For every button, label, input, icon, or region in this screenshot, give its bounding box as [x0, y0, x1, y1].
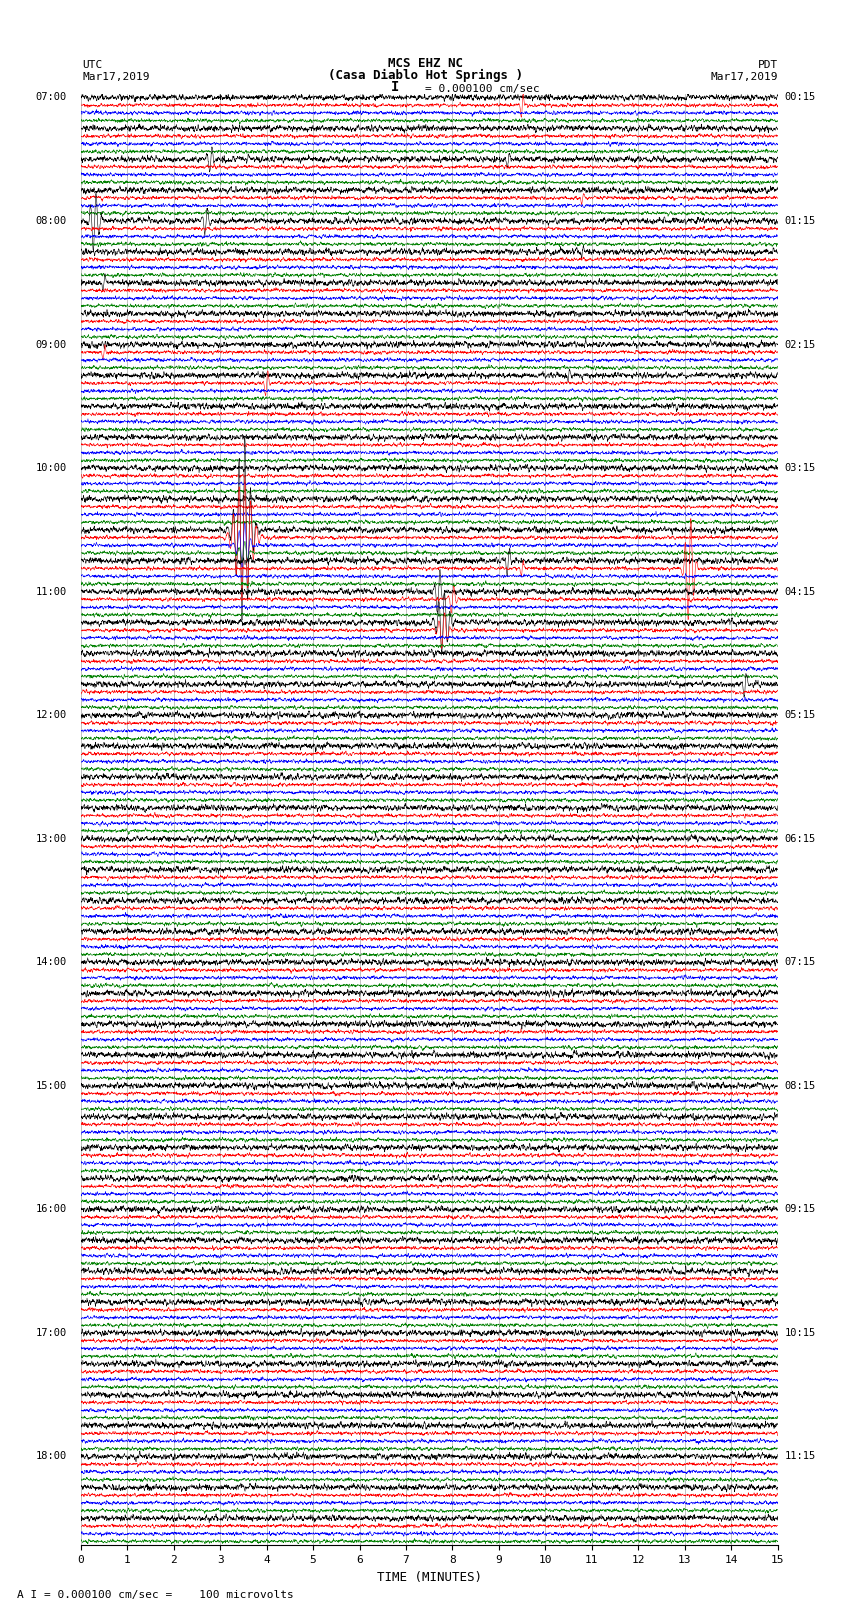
Text: 07:00: 07:00 [36, 92, 67, 102]
Text: 08:15: 08:15 [785, 1081, 816, 1090]
Text: MCS EHZ NC: MCS EHZ NC [388, 56, 462, 71]
Text: 11:00: 11:00 [36, 587, 67, 597]
Text: 03:15: 03:15 [785, 463, 816, 473]
Text: Mar17,2019: Mar17,2019 [82, 73, 150, 82]
Text: 00:15: 00:15 [785, 92, 816, 102]
Text: A I = 0.000100 cm/sec =    100 microvolts: A I = 0.000100 cm/sec = 100 microvolts [17, 1590, 294, 1600]
Text: 09:00: 09:00 [36, 339, 67, 350]
Text: (Casa Diablo Hot Springs ): (Casa Diablo Hot Springs ) [327, 69, 523, 82]
Text: 13:00: 13:00 [36, 834, 67, 844]
Text: 08:00: 08:00 [36, 216, 67, 226]
Text: 15:00: 15:00 [36, 1081, 67, 1090]
Text: = 0.000100 cm/sec: = 0.000100 cm/sec [425, 84, 540, 94]
Text: 01:15: 01:15 [785, 216, 816, 226]
Text: 10:15: 10:15 [785, 1327, 816, 1337]
Text: 09:15: 09:15 [785, 1205, 816, 1215]
Text: 07:15: 07:15 [785, 957, 816, 968]
Text: Mar17,2019: Mar17,2019 [711, 73, 778, 82]
Text: 11:15: 11:15 [785, 1452, 816, 1461]
Text: PDT: PDT [757, 60, 778, 71]
Text: 18:00: 18:00 [36, 1452, 67, 1461]
Text: 14:00: 14:00 [36, 957, 67, 968]
Text: UTC: UTC [82, 60, 103, 71]
Text: 06:15: 06:15 [785, 834, 816, 844]
Text: 17:00: 17:00 [36, 1327, 67, 1337]
Text: 12:00: 12:00 [36, 710, 67, 719]
Text: 10:00: 10:00 [36, 463, 67, 473]
Text: 02:15: 02:15 [785, 339, 816, 350]
X-axis label: TIME (MINUTES): TIME (MINUTES) [377, 1571, 482, 1584]
Text: 05:15: 05:15 [785, 710, 816, 719]
Text: 16:00: 16:00 [36, 1205, 67, 1215]
Text: I: I [391, 81, 399, 94]
Text: 04:15: 04:15 [785, 587, 816, 597]
